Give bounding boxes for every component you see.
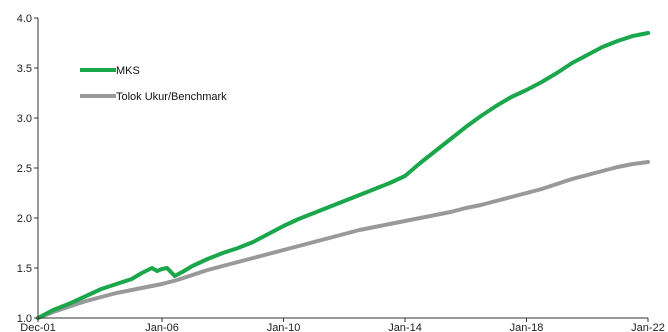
ticks-layer: 1.0 1.5 2.0 2.5 3.0 3.5 4.0 Dec-01 Jan-06 Jan-10 J… [17, 13, 665, 332]
y-tick-label: 4.0 [17, 13, 32, 25]
series-line-0 [36, 31, 650, 320]
x-tick-label: Jan-06 [145, 322, 179, 332]
x-tick-label: Jan-22 [631, 322, 665, 332]
x-tick-label: Dec-01 [20, 322, 55, 332]
legend-label-1: Tolok Ukur/Benchmark [116, 91, 227, 103]
series-line-1 [36, 160, 650, 320]
y-tick-label: 3.5 [17, 63, 32, 75]
y-tick-label: 1.5 [17, 263, 32, 275]
series-layer [36, 31, 650, 320]
x-tick-label: Jan-10 [267, 322, 301, 332]
legend: MKS Tolok Ukur/Benchmark [80, 65, 227, 103]
legend-label-0: MKS [116, 65, 140, 77]
x-tick-label: Jan-14 [388, 322, 422, 332]
y-tick-label: 1.0 [17, 313, 32, 325]
y-tick-label: 3.0 [17, 113, 32, 125]
x-tick-label: Jan-18 [510, 322, 544, 332]
y-tick-label: 2.5 [17, 163, 32, 175]
y-tick-label: 2.0 [17, 213, 32, 225]
axes-layer [37, 18, 648, 319]
